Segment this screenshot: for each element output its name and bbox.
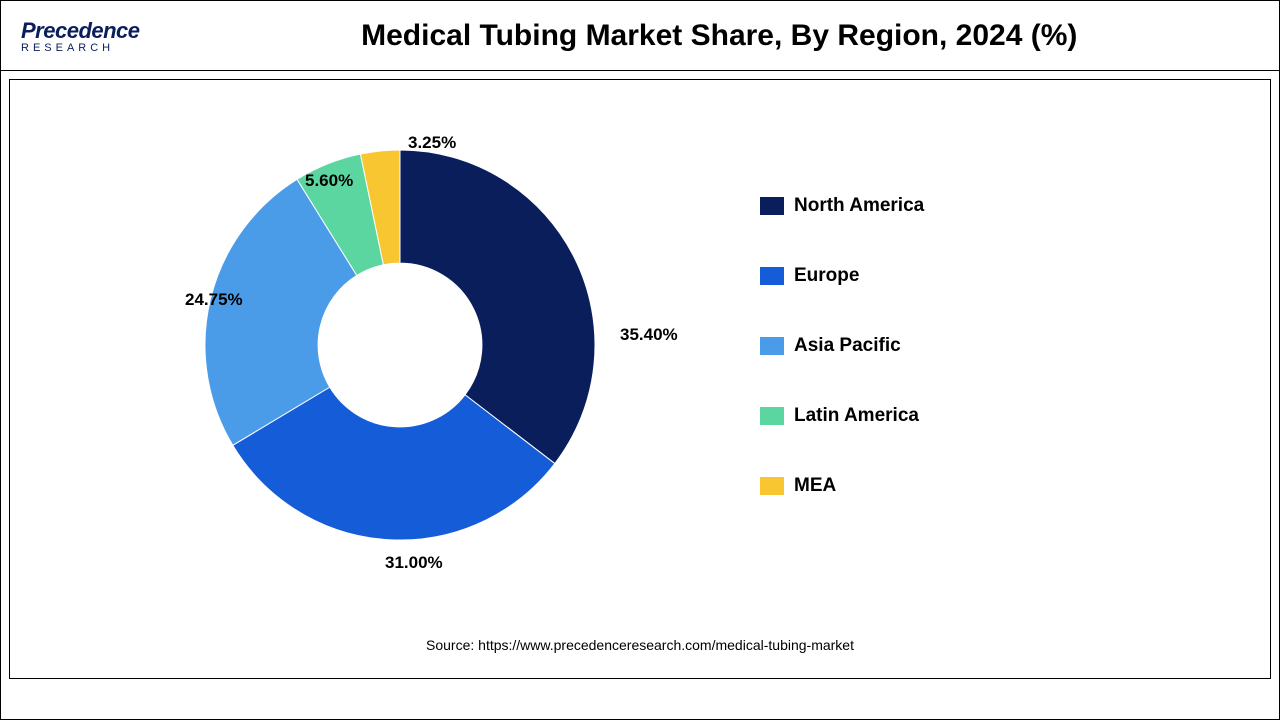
chart-title: Medical Tubing Market Share, By Region, … (180, 19, 1259, 53)
logo-bottom-text: RESEARCH (21, 42, 140, 54)
chart-container: Precedence RESEARCH Medical Tubing Marke… (0, 0, 1280, 720)
legend-label: Europe (794, 265, 859, 287)
legend-swatch (760, 407, 784, 425)
header: Precedence RESEARCH Medical Tubing Marke… (1, 1, 1279, 71)
chart-area: 35.40% 31.00% 24.75% 5.60% 3.25% North A… (9, 79, 1271, 679)
legend-swatch (760, 267, 784, 285)
legend-swatch (760, 477, 784, 495)
donut-chart: 35.40% 31.00% 24.75% 5.60% 3.25% (190, 135, 610, 555)
legend-label: Latin America (794, 405, 919, 427)
legend: North America Europe Asia Pacific Latin … (760, 195, 924, 497)
source-text: Source: https://www.precedenceresearch.c… (10, 637, 1270, 653)
slice-label-north-america: 35.40% (620, 325, 678, 345)
slice-label-asia-pacific: 24.75% (185, 290, 243, 310)
slice-label-latin-america: 5.60% (305, 171, 353, 191)
legend-label: Asia Pacific (794, 335, 901, 357)
legend-label: MEA (794, 475, 836, 497)
legend-item-north-america: North America (760, 195, 924, 217)
company-logo: Precedence RESEARCH (21, 18, 140, 54)
legend-item-latin-america: Latin America (760, 405, 924, 427)
legend-swatch (760, 197, 784, 215)
legend-label: North America (794, 195, 924, 217)
slice-label-europe: 31.00% (385, 553, 443, 573)
legend-item-mea: MEA (760, 475, 924, 497)
donut-svg (190, 135, 610, 555)
legend-swatch (760, 337, 784, 355)
logo-top-text: Precedence (21, 18, 140, 44)
slice-label-mea: 3.25% (408, 133, 456, 153)
legend-item-asia-pacific: Asia Pacific (760, 335, 924, 357)
legend-item-europe: Europe (760, 265, 924, 287)
